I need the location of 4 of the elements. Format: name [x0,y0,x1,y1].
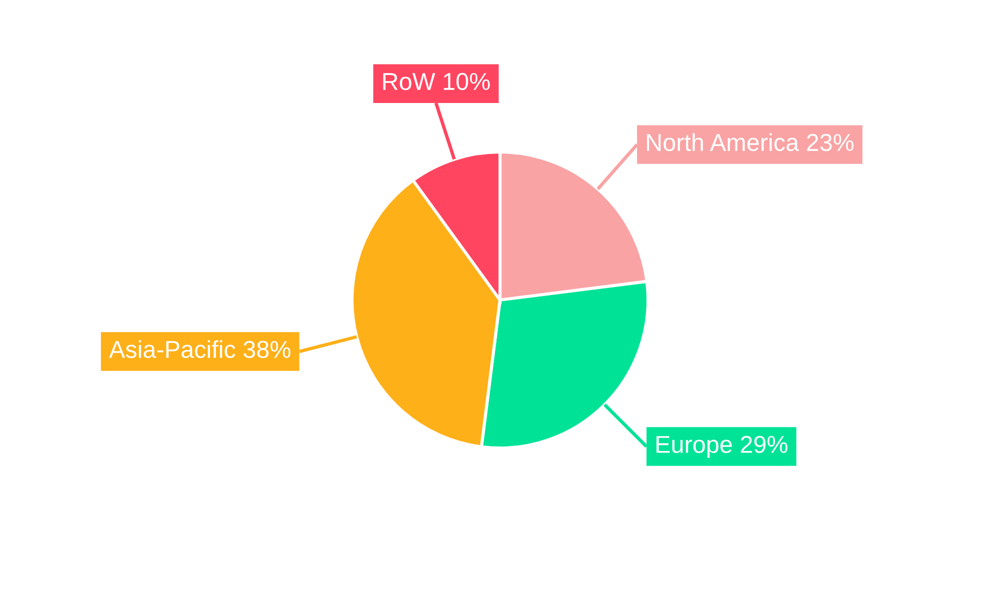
slice-label: North America 23% [647,133,854,152]
slice-label: RoW 10% [383,72,490,90]
slice-label: Asia-Pacific 38% [108,340,290,358]
slice-label: Europe 29% [656,436,788,458]
